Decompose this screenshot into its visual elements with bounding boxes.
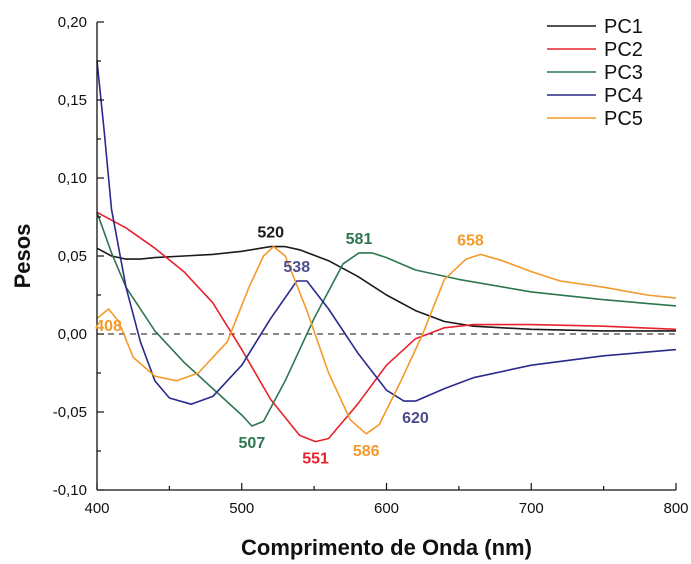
series-line-pc4	[96, 60, 677, 405]
peak-label-507: 507	[239, 435, 266, 452]
y-tick-label: -0,10	[53, 482, 87, 499]
peak-label-538: 538	[283, 259, 310, 276]
peak-label-586: 586	[353, 443, 380, 460]
y-tick-label: 0,20	[58, 14, 87, 31]
peak-label-581: 581	[346, 231, 373, 248]
legend-label-pc2: PC2	[604, 39, 643, 61]
y-tick-label: 0,00	[58, 326, 87, 343]
peak-label-551: 551	[302, 451, 329, 468]
y-tick-label: 0,10	[58, 170, 87, 187]
series-line-pc3	[96, 212, 677, 427]
y-tick-label: -0,05	[53, 404, 87, 421]
x-tick-label: 500	[229, 500, 254, 517]
series-layer	[96, 60, 677, 443]
legend-label-pc1: PC1	[604, 16, 643, 38]
legend-label-pc4: PC4	[604, 85, 643, 107]
series-line-pc2	[96, 211, 677, 443]
y-axis-title: Pesos	[10, 224, 35, 289]
peak-label-520: 520	[257, 225, 284, 242]
legend-label-pc5: PC5	[604, 108, 643, 130]
axes: 400 500 600 700 800 -0,10 -0,05 0,00 0,05 0,10 0,…	[53, 14, 689, 517]
peak-annotations: 520 581 658 538 408 620 507 551 586	[95, 225, 484, 468]
x-axis-ticks: 400 500 600 700 800	[84, 483, 689, 517]
x-axis-title: Comprimento de Onda (nm)	[241, 535, 532, 560]
legend-label-pc3: PC3	[604, 62, 643, 84]
x-tick-label: 700	[519, 500, 544, 517]
y-tick-label: 0,05	[58, 248, 87, 265]
x-tick-label: 400	[84, 500, 109, 517]
x-tick-label: 800	[663, 500, 688, 517]
series-line-pc1	[96, 245, 676, 332]
series-line-pc5	[96, 245, 677, 435]
peak-label-620: 620	[402, 410, 429, 427]
x-tick-label: 600	[374, 500, 399, 517]
peak-label-408: 408	[95, 318, 122, 335]
peak-label-658: 658	[457, 232, 484, 249]
y-axis-ticks: -0,10 -0,05 0,00 0,05 0,10 0,15 0,20	[53, 14, 104, 499]
y-tick-label: 0,15	[58, 92, 87, 109]
